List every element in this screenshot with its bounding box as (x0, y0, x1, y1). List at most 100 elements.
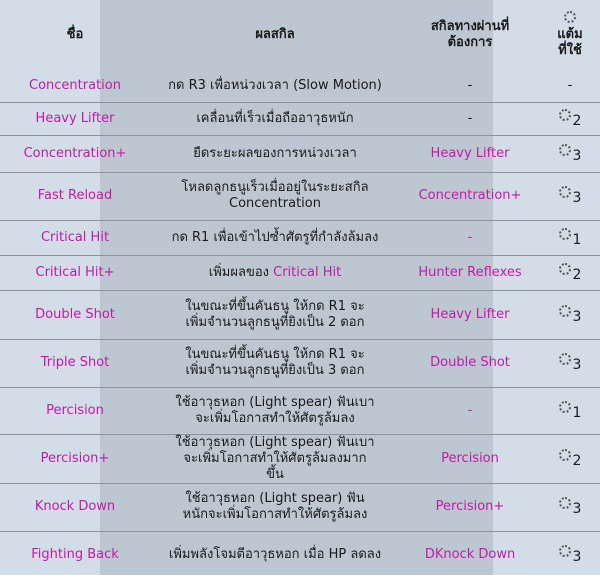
effect-text: โหลดลูกธนูเร็วเมื่ออยู่ในระยะสกิล Concen… (181, 180, 369, 211)
skill-points: 1 (540, 386, 600, 434)
effect-text: กด R3 เพื่อหน่วงเวลา (Slow Motion) (168, 77, 382, 93)
skill-point-icon (558, 262, 571, 275)
skill-points: 1 (540, 219, 600, 255)
table-row: Concentration กด R3 เพื่อหน่วงเวลา (Slow… (0, 70, 600, 102)
table-row: Percision ใช้อาวุธหอก (Light spear) ฟันเ… (0, 386, 600, 434)
points-value: 2 (572, 452, 582, 469)
skill-name: Concentration+ (0, 134, 150, 172)
skill-prereq: - (400, 386, 540, 434)
skill-name: Fighting Back (0, 530, 150, 578)
table-row: Double Shot ในขณะที่ขึ้นคันธนู ให้กด R1 … (0, 289, 600, 339)
skill-effect: ในขณะที่ขึ้นคันธนู ให้กด R1 จะเพิ่มจำนวน… (150, 289, 400, 339)
skill-prereq: Double Shot (400, 338, 540, 387)
effect-text: ในขณะที่ขึ้นคันธนู ให้กด R1 จะเพิ่มจำนวน… (185, 347, 365, 378)
skill-name: Fast Reload (0, 171, 150, 220)
header-effect: ผลสกิล (255, 27, 295, 42)
skill-effect: ใช้อาวุธหอก (Light spear) ฟันเบาจะเพิ่มโ… (150, 433, 400, 483)
skill-point-icon (558, 186, 571, 198)
skill-effect: กด R3 เพื่อหน่วงเวลา (Slow Motion) (150, 70, 400, 102)
table-row: Heavy Lifter เคลื่อนที่เร็วเมื่อถืออาวุธ… (0, 101, 600, 135)
header-prereq: สกิลทางผ่านที่ต้องการ (430, 19, 510, 50)
skill-name: Percision (0, 386, 150, 434)
skill-points: 3 (540, 530, 600, 578)
points-value: 3 (572, 357, 582, 373)
skill-points: 2 (540, 433, 600, 483)
skill-prereq: Heavy Lifter (400, 289, 540, 339)
table-row: Critical Hit กด R1 เพื่อเข้าไปซ้ำศัตรูที… (0, 219, 600, 255)
points-value: 3 (572, 190, 582, 206)
skill-name: Critical Hit (0, 219, 150, 255)
points-value: 2 (572, 112, 582, 129)
table-row: Fighting Back เพิ่มพลังโจมตีอาวุธหอก เมื… (0, 530, 600, 578)
header-row: ชื่อ ผลสกิล สกิลทางผ่านที่ต้องการ แต้มที… (0, 0, 600, 70)
skill-points: 3 (540, 134, 600, 172)
effect-text: ในขณะที่ขึ้นคันธนู ให้กด R1 จะเพิ่มจำนวน… (185, 298, 365, 330)
effect-text: ใช้อาวุธหอก (Light spear) ฟันเบาจะเพิ่มโ… (175, 394, 375, 426)
skill-prereq: - (400, 101, 540, 135)
skill-prereq: Heavy Lifter (400, 134, 540, 172)
skill-effect: เพิ่มพลังโจมตีอาวุธหอก เมื่อ HP ลดลง (150, 530, 400, 578)
effect-text: ใช้อาวุธหอก (Light spear) ฟันหนักจะเพิ่ม… (182, 491, 368, 522)
points-value: 1 (572, 231, 582, 248)
skill-point-icon (558, 353, 571, 365)
skill-name: Percision+ (0, 433, 150, 483)
skill-name: Concentration (29, 77, 121, 93)
table-row: Concentration+ ยืดระยะผลของการหน่วงเวลา … (0, 134, 600, 172)
header-name: ชื่อ (66, 27, 84, 42)
skill-point-icon (558, 400, 571, 413)
skill-effect: เคลื่อนที่เร็วเมื่อถืออาวุธหนัก (150, 101, 400, 135)
skill-name: Double Shot (0, 289, 150, 339)
skill-effect: กด R1 เพื่อเข้าไปซ้ำศัตรูที่กำลังล้มลง (150, 219, 400, 255)
skill-point-icon (558, 544, 571, 557)
effect-text: ยืดระยะผลของการหน่วงเวลา (193, 145, 357, 161)
skill-points: 2 (540, 254, 600, 290)
skill-point-icon (558, 143, 571, 156)
skill-prereq: DKnock Down (400, 530, 540, 578)
skill-point-icon (558, 304, 571, 317)
skill-name: Heavy Lifter (0, 101, 150, 135)
skill-effect: โหลดลูกธนูเร็วเมื่ออยู่ในระยะสกิล Concen… (150, 171, 400, 220)
skill-point-icon (564, 11, 576, 23)
skill-points: 2 (540, 101, 600, 135)
points-value: 3 (572, 501, 582, 517)
effect-text: เพิ่มผลของ (208, 264, 274, 280)
skill-points: 3 (540, 482, 600, 531)
skill-name: Knock Down (0, 482, 150, 531)
skill-effect: ใช้อาวุธหอก (Light spear) ฟันเบาจะเพิ่มโ… (150, 386, 400, 434)
skill-prereq: - (400, 219, 540, 255)
table-row: Percision+ ใช้อาวุธหอก (Light spear) ฟัน… (0, 433, 600, 483)
table-row: Critical Hit+ เพิ่มผลของ Critical Hit Hu… (0, 254, 600, 290)
points-value: 3 (572, 548, 582, 565)
skill-points: - (540, 70, 600, 102)
header-points: แต้มที่ใช้ (540, 0, 600, 70)
skill-prereq: Concentration+ (400, 171, 540, 220)
skill-points: 3 (540, 289, 600, 339)
table-row: Triple Shot ในขณะที่ขึ้นคันธนู ให้กด R1 … (0, 338, 600, 387)
skill-prereq: - (467, 77, 473, 93)
points-value: - (567, 77, 573, 93)
table-row: Fast Reload โหลดลูกธนูเร็วเมื่ออยู่ในระย… (0, 171, 600, 220)
skill-effect: ในขณะที่ขึ้นคันธนู ให้กด R1 จะเพิ่มจำนวน… (150, 338, 400, 387)
skill-effect: เพิ่มผลของ Critical Hit (150, 254, 400, 290)
skill-point-icon (558, 448, 571, 461)
effect-skill-link: Critical Hit (273, 264, 342, 280)
skill-points: 3 (540, 171, 600, 220)
skill-point-icon (558, 108, 571, 121)
skill-name: Critical Hit+ (0, 254, 150, 290)
skill-name: Triple Shot (0, 338, 150, 387)
points-value: 1 (572, 404, 582, 421)
effect-text: กด R1 เพื่อเข้าไปซ้ำศัตรูที่กำลังล้มลง (171, 229, 379, 245)
effect-text: ใช้อาวุธหอก (Light spear) ฟันเบาจะเพิ่มโ… (175, 434, 375, 482)
skill-prereq: Hunter Reflexes (400, 254, 540, 290)
skill-points: 3 (540, 338, 600, 387)
skill-point-icon (558, 497, 571, 509)
skill-prereq: Percision+ (400, 482, 540, 531)
skill-effect: ใช้อาวุธหอก (Light spear) ฟันหนักจะเพิ่ม… (150, 482, 400, 531)
effect-text: เคลื่อนที่เร็วเมื่อถืออาวุธหนัก (196, 110, 354, 126)
skill-point-icon (558, 227, 571, 240)
points-value: 3 (572, 147, 582, 164)
effect-text: เพิ่มพลังโจมตีอาวุธหอก เมื่อ HP ลดลง (168, 546, 382, 562)
points-value: 2 (572, 266, 582, 283)
